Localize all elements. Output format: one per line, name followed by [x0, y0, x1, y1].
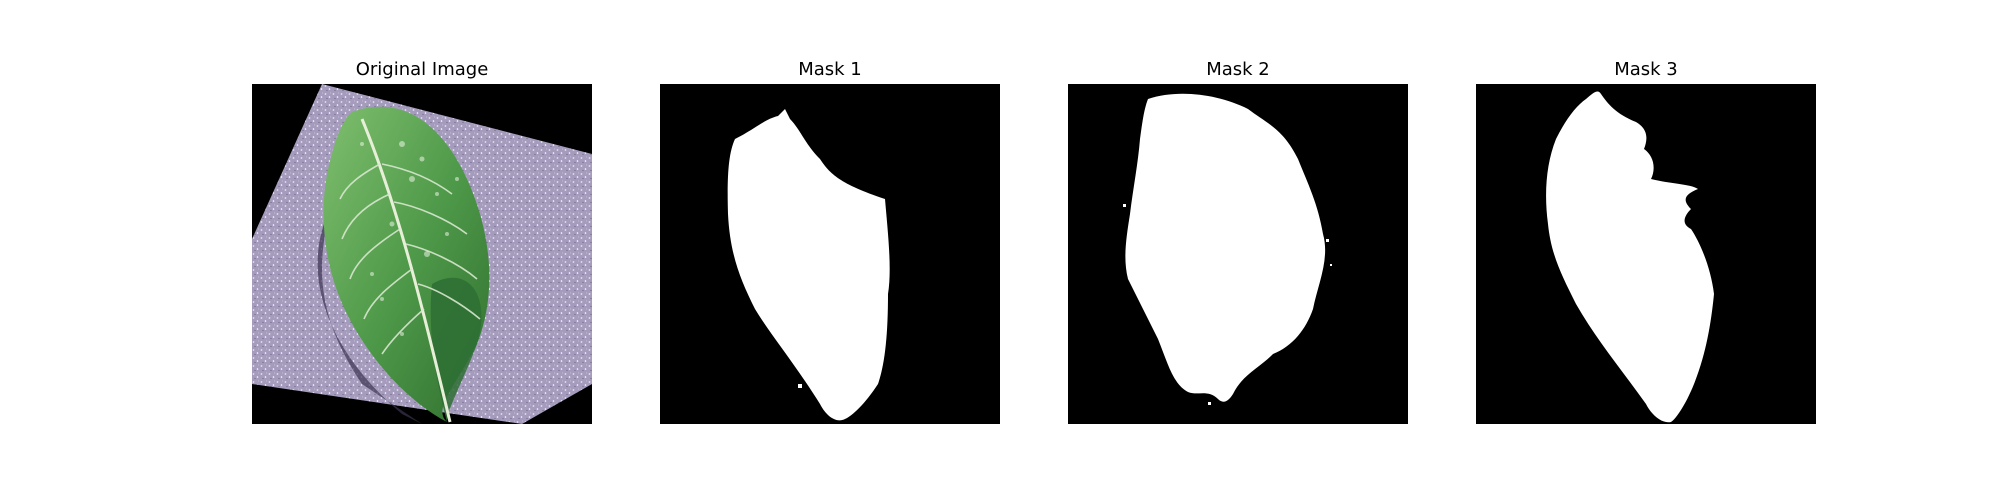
- panel-mask-2: Mask 2: [1068, 0, 1408, 500]
- panel-title-original: Original Image: [355, 59, 489, 80]
- panel-title-mask-2: Mask 2: [1206, 59, 1270, 80]
- mask-1-image: [660, 84, 1000, 424]
- panel-title-mask-3: Mask 3: [1614, 59, 1678, 80]
- panel-mask-3: Mask 3: [1476, 0, 1816, 500]
- mask-2-image: [1068, 84, 1408, 424]
- panel-mask-1: Mask 1: [660, 0, 1000, 500]
- mask-3-image: [1476, 84, 1816, 424]
- panel-original-image: Original Image: [252, 0, 592, 500]
- panel-title-mask-1: Mask 1: [798, 59, 862, 80]
- original-leaf-image: [252, 84, 592, 424]
